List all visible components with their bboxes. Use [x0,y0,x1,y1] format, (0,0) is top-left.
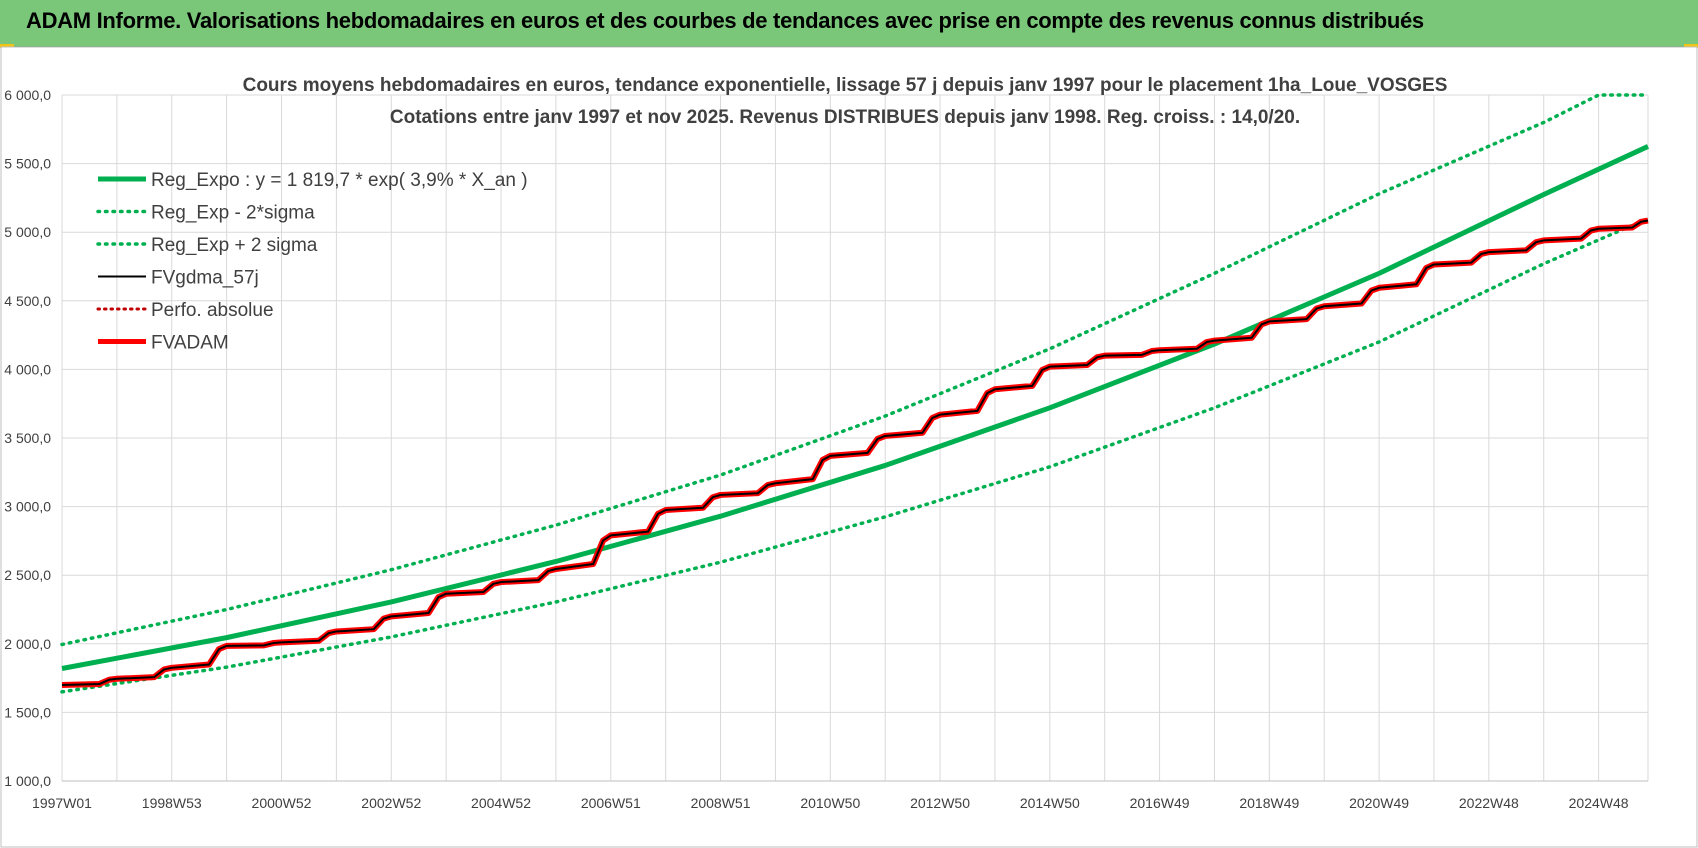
x-tick-label: 2012W50 [910,795,970,811]
series-lines [60,93,1650,694]
y-tick-label: 4 500,0 [4,293,51,309]
y-tick-label: 5 500,0 [4,156,51,172]
series-line-0 [61,144,1650,671]
x-tick-label: 2024W48 [1569,795,1629,811]
corner-marker-left [0,44,14,48]
corner-marker-right [1684,44,1698,48]
x-tick-label: 2020W49 [1349,795,1409,811]
chart-title: Cours moyens hebdomadaires en euros, ten… [243,75,1448,96]
y-tick-label: 4 000,0 [4,361,51,377]
y-tick-label: 6 000,0 [4,87,51,103]
chart-frame [0,46,1698,848]
series-line-1 [60,216,1650,694]
x-tick-label: 2016W49 [1130,795,1190,811]
y-axis-ticks: 1 000,0 1 500,0 2 000,0 2 500,0 3 000,0 3 500… [4,87,51,789]
x-tick-label: 2000W52 [252,795,312,811]
legend-label: Reg_Expo : y = 1 819,7 * exp( 3,9% * X_a… [151,170,528,191]
x-tick-label: 1997W01 [32,795,92,811]
y-tick-label: 1 500,0 [4,704,51,720]
series-line-3 [61,219,1649,686]
chart-subtitle: Cotations entre janv 1997 et nov 2025. R… [390,107,1300,128]
legend-label: Reg_Exp - 2*sigma [151,203,315,224]
x-tick-label: 2006W51 [581,795,641,811]
x-axis-ticks: 1997W01 1998W53 2000W52 2002W52 2004W52 2006W… [32,795,1629,811]
line-chart: 1 000,0 1 500,0 2 000,0 2 500,0 3 000,0 3 500… [0,46,1698,848]
y-tick-label: 3 500,0 [4,430,51,446]
legend: Reg_Expo : y = 1 819,7 * exp( 3,9% * X_a… [96,170,528,354]
y-tick-label: 5 000,0 [4,224,51,240]
y-tick-label: 2 000,0 [4,636,51,652]
x-tick-label: 2010W50 [800,795,860,811]
x-tick-label: 2018W49 [1239,795,1299,811]
x-tick-label: 2014W50 [1020,795,1080,811]
x-tick-label: 1998W53 [142,795,202,811]
legend-label: Reg_Exp + 2 sigma [151,235,318,256]
y-tick-label: 3 000,0 [4,499,51,515]
legend-label: FVADAM [151,333,229,354]
x-tick-label: 2008W51 [691,795,751,811]
x-tick-label: 2022W48 [1459,795,1519,811]
x-tick-label: 2002W52 [361,795,421,811]
report-banner: ADAM Informe. Valorisations hebdomadaire… [0,0,1698,47]
y-tick-label: 1 000,0 [4,773,51,789]
x-tick-label: 2004W52 [471,795,531,811]
y-tick-label: 2 500,0 [4,567,51,583]
series-line-2 [60,93,1650,647]
report-title: ADAM Informe. Valorisations hebdomadaire… [26,8,1424,33]
legend-label: Perfo. absolue [151,300,274,321]
legend-label: FVgdma_57j [151,268,259,289]
